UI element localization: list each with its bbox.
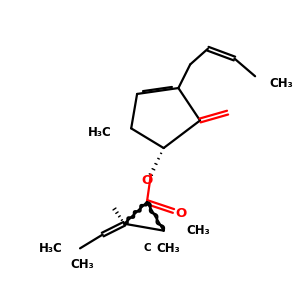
- Text: H₃C: H₃C: [88, 126, 112, 139]
- Text: CH₃: CH₃: [70, 258, 94, 271]
- Text: CH₃: CH₃: [157, 242, 180, 255]
- Text: C: C: [143, 243, 151, 253]
- Text: O: O: [176, 207, 187, 220]
- Text: H₃C: H₃C: [39, 242, 62, 255]
- Text: CH₃: CH₃: [270, 76, 294, 90]
- Text: CH₃: CH₃: [186, 224, 210, 237]
- Text: O: O: [141, 174, 153, 187]
